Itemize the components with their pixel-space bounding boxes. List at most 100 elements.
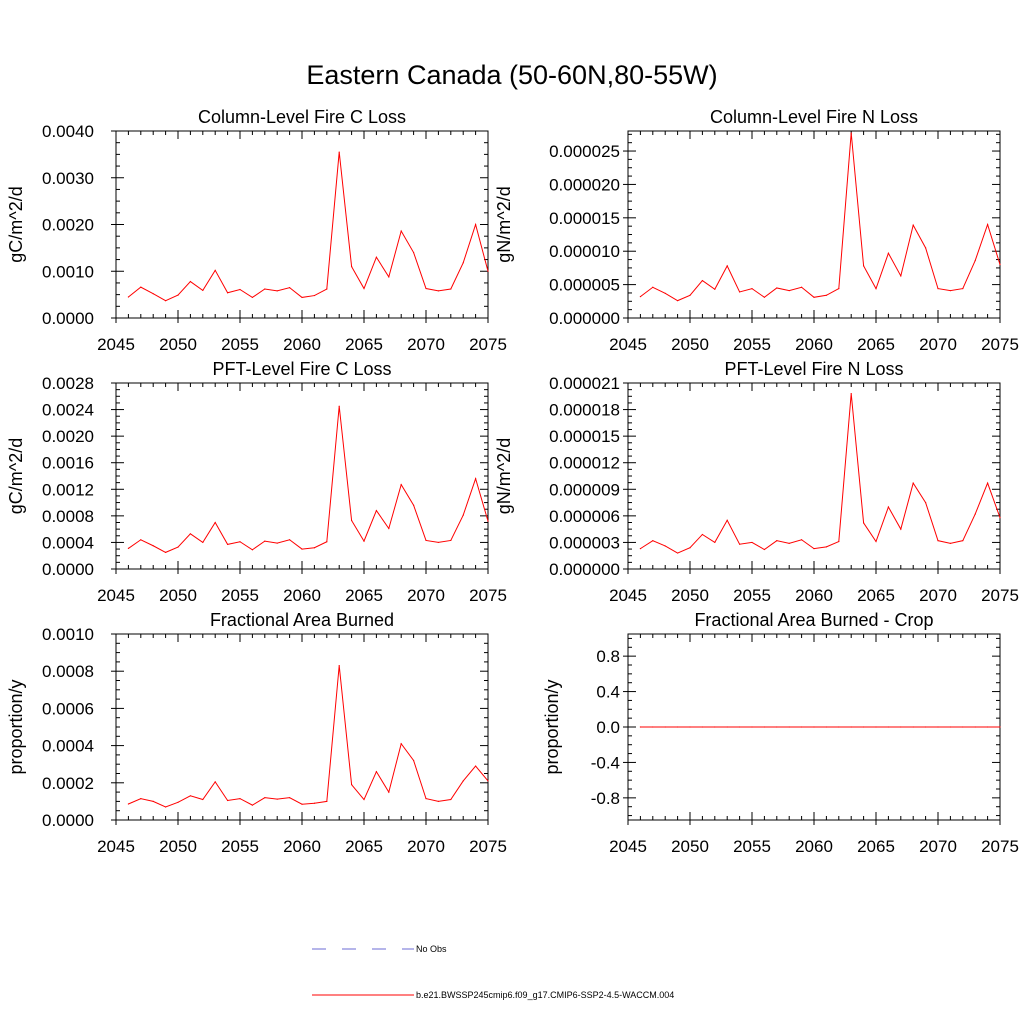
- y-tick-label: 0.0002: [42, 774, 94, 793]
- y-tick-label: 0.0020: [42, 427, 94, 446]
- x-tick-label: 2055: [221, 837, 259, 856]
- data-point: [264, 288, 266, 290]
- data-point: [152, 545, 154, 547]
- x-tick-label: 2070: [407, 586, 445, 605]
- data-point: [425, 798, 427, 800]
- x-tick-label: 2075: [981, 837, 1019, 856]
- series-line-1: [128, 665, 489, 808]
- data-point: [850, 726, 852, 728]
- data-point: [639, 726, 642, 728]
- data-point: [301, 803, 303, 805]
- data-point: [962, 726, 964, 728]
- plot-frame: [627, 382, 1001, 570]
- y-tick-label: 0.0030: [42, 169, 94, 188]
- y-tick-label: 0.0040: [42, 122, 94, 141]
- data-point: [677, 300, 679, 302]
- data-point: [974, 513, 976, 515]
- data-point: [664, 726, 666, 728]
- data-point: [388, 791, 390, 793]
- data-point: [177, 294, 179, 296]
- data-point: [437, 800, 439, 803]
- data-point: [838, 288, 840, 290]
- data-point: [912, 726, 914, 728]
- data-point: [276, 798, 278, 800]
- data-point: [152, 800, 154, 803]
- data-point: [788, 726, 790, 728]
- data-point: [987, 223, 989, 226]
- x-tick-label: 2045: [97, 837, 135, 856]
- data-point: [202, 289, 204, 292]
- x-tick-label: 2070: [407, 837, 445, 856]
- data-point: [487, 520, 489, 522]
- x-tick-label: 2050: [159, 335, 197, 354]
- data-point: [763, 296, 766, 298]
- y-tick-label: 0.0012: [42, 480, 94, 499]
- data-point: [813, 548, 815, 550]
- x-tick-label: 2060: [795, 837, 833, 856]
- data-point: [776, 726, 778, 728]
- y-tick-label: 0.0004: [42, 737, 94, 756]
- legend-label-model: b.e21.BWSSP245cmip6.f09_g17.CMIP6-SSP2-4…: [416, 990, 674, 1000]
- panel-title: Column-Level Fire C Loss: [198, 107, 406, 127]
- data-point: [739, 291, 741, 293]
- data-point: [363, 287, 365, 290]
- data-point: [313, 294, 315, 297]
- data-point: [974, 259, 976, 262]
- data-point: [987, 726, 989, 728]
- data-point: [127, 547, 129, 550]
- data-point: [487, 780, 489, 782]
- data-point: [450, 539, 452, 542]
- data-point: [714, 726, 716, 728]
- data-point: [214, 269, 216, 271]
- y-tick-label: 0.0010: [42, 262, 94, 281]
- data-point: [276, 290, 278, 292]
- data-point: [912, 482, 914, 484]
- data-point: [289, 539, 291, 541]
- panel-title: Column-Level Fire N Loss: [710, 107, 918, 127]
- data-point: [825, 546, 828, 548]
- data-point: [999, 726, 1001, 728]
- series-line-1: [640, 393, 1001, 554]
- y-axis-label: gC/m^2/d: [6, 438, 26, 514]
- data-point: [925, 501, 927, 504]
- data-point: [338, 151, 340, 153]
- data-point: [400, 743, 402, 745]
- y-tick-label: 0.0006: [42, 699, 94, 718]
- x-tick-label: 2055: [733, 837, 771, 856]
- data-point: [875, 288, 877, 290]
- data-point: [689, 547, 691, 549]
- x-tick-label: 2055: [733, 335, 771, 354]
- data-point: [677, 552, 679, 554]
- data-point: [351, 265, 353, 268]
- chart-panel-3: PFT-Level Fire C Loss gC/m^2/d 2045 2050 205…: [6, 359, 507, 605]
- data-point: [788, 542, 790, 544]
- data-point: [863, 265, 865, 267]
- data-point: [450, 288, 452, 290]
- data-point: [475, 223, 477, 226]
- figure-title: Eastern Canada (50-60N,80-55W): [306, 60, 717, 90]
- data-point: [413, 759, 415, 762]
- data-point: [763, 548, 766, 551]
- data-point: [726, 265, 728, 267]
- x-tick-label: 2065: [857, 335, 895, 354]
- data-point: [475, 765, 477, 767]
- data-point: [900, 726, 902, 728]
- data-point: [887, 252, 890, 254]
- data-point: [140, 539, 142, 541]
- data-point: [462, 262, 464, 264]
- data-point: [264, 797, 266, 799]
- y-tick-label: 0.0008: [42, 507, 94, 526]
- x-tick-label: 2045: [609, 837, 647, 856]
- data-point: [801, 286, 803, 288]
- data-point: [351, 784, 353, 786]
- data-point: [189, 280, 191, 283]
- data-point: [937, 726, 939, 728]
- y-tick-label: 0.000012: [549, 454, 620, 473]
- data-point: [825, 726, 828, 728]
- x-tick-label: 2070: [919, 335, 957, 354]
- data-point: [739, 543, 741, 545]
- data-point: [189, 795, 191, 797]
- data-point: [140, 286, 142, 288]
- data-point: [701, 280, 704, 282]
